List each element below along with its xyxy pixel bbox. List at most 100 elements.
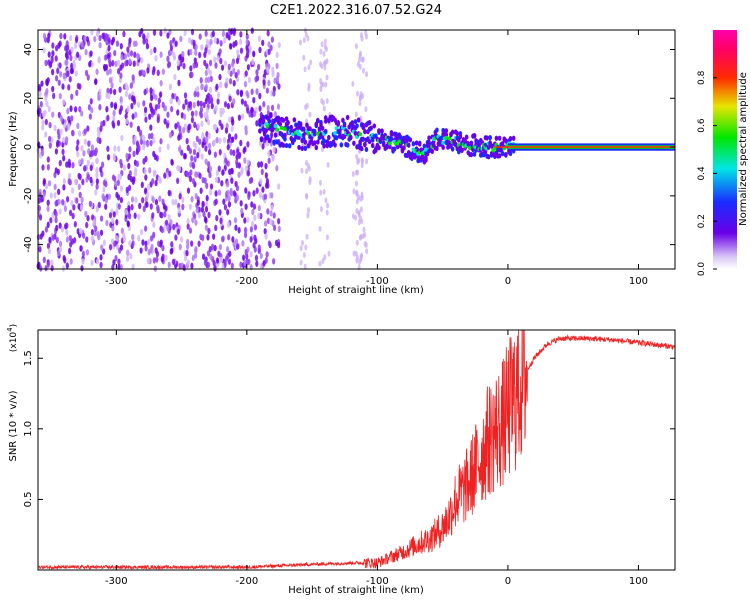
spectrogram-noise-cell bbox=[325, 234, 329, 241]
spectrogram-noise-cell bbox=[270, 192, 274, 199]
spectrogram-noise-cell bbox=[102, 186, 106, 193]
spectrogram-noise-cell bbox=[161, 253, 165, 260]
spectrogram-noise-cell bbox=[90, 106, 94, 114]
spectrogram-noise-cell bbox=[244, 70, 248, 77]
spectrogram-noise-cell bbox=[273, 77, 277, 84]
spectrogram-noise-cell bbox=[323, 254, 327, 261]
spectrogram-noise-cell bbox=[188, 37, 192, 44]
spectrogram-ridge-cell bbox=[283, 132, 287, 138]
spectrogram-ridge-cell bbox=[361, 122, 366, 128]
spectrogram-noise-cell bbox=[361, 67, 365, 74]
spectrogram-ridge-cell bbox=[267, 118, 272, 124]
spectrogram-noise-cell bbox=[203, 177, 207, 184]
spectrogram-ridge-cell bbox=[303, 139, 308, 145]
spectrogram-noise-cell bbox=[183, 113, 187, 120]
spectrogram-noise-cell bbox=[168, 83, 173, 91]
spectrogram-noise-cell bbox=[214, 198, 218, 205]
spectrogram-noise-cell bbox=[68, 179, 72, 186]
spectrogram-noise-cell bbox=[319, 61, 323, 68]
spectrogram-noise-cell bbox=[161, 101, 165, 109]
spectrogram-noise-cell bbox=[153, 46, 157, 54]
spectrogram-noise-cell bbox=[176, 177, 180, 185]
spectrogram-noise-cell bbox=[237, 114, 242, 121]
spectrogram-noise-cell bbox=[48, 121, 52, 129]
spectrogram-noise-cell bbox=[110, 101, 114, 108]
spectrogram-noise-cell bbox=[181, 196, 185, 204]
spectrogram-noise-cell bbox=[327, 250, 331, 257]
spectrogram-noise-cell bbox=[156, 116, 160, 124]
spectrogram-noise-cell bbox=[104, 180, 108, 188]
spectrogram-ridge-cell bbox=[336, 121, 341, 127]
spectrogram-noise-cell bbox=[148, 113, 152, 120]
spectrogram-noise-cell bbox=[355, 90, 359, 97]
spectrogram-noise-cell bbox=[251, 208, 255, 216]
spectrogram-noise-cell bbox=[255, 260, 259, 267]
spectrogram-noise-cell bbox=[134, 167, 138, 174]
spectrogram-noise-cell bbox=[201, 201, 205, 208]
spectrogram-ridge-cell bbox=[323, 128, 328, 135]
spectrogram-noise-cell bbox=[298, 39, 302, 46]
spectrogram-noise-cell bbox=[60, 226, 65, 233]
spectrogram-noise-cell bbox=[180, 55, 185, 63]
spectrogram-noise-cell bbox=[61, 83, 65, 90]
spectrogram-noise-cell bbox=[355, 239, 359, 246]
spectrogram-noise-cell bbox=[116, 179, 120, 187]
spectrogram-noise-cell bbox=[361, 56, 365, 63]
spectrogram-noise-cell bbox=[82, 232, 86, 239]
snr-x-tick-label: -100 bbox=[366, 576, 389, 587]
spectrogram-noise-cell bbox=[101, 193, 105, 200]
spectrogram-noise-cell bbox=[128, 240, 132, 247]
spectrogram-noise-cell bbox=[126, 46, 130, 53]
spectrogram-noise-cell bbox=[113, 145, 117, 152]
spectrogram-noise-cell bbox=[207, 227, 211, 235]
spectrogram-noise-cell bbox=[85, 249, 90, 256]
spectrogram-noise-cell bbox=[192, 148, 197, 156]
spectrogram-noise-cell bbox=[142, 100, 146, 107]
spectrogram-noise-cell bbox=[50, 259, 54, 267]
spectrogram-ridge-cell bbox=[333, 142, 337, 148]
spectrogram-noise-cell bbox=[192, 140, 196, 148]
spectrogram-noise-cell bbox=[47, 105, 51, 113]
spectrogram-noise-cell bbox=[178, 243, 182, 251]
spectrogram-noise-cell bbox=[92, 149, 96, 156]
spectrogram-noise-cell bbox=[54, 211, 58, 218]
spectrogram-noise-cell bbox=[198, 33, 202, 40]
spectrogram-ridge-cell bbox=[399, 143, 403, 149]
spectrogram-noise-cell bbox=[112, 115, 116, 122]
spectrogram-noise-cell bbox=[48, 142, 52, 149]
spectrogram-y-ticks: -40 -20 0 20 40 bbox=[23, 43, 675, 253]
spectrogram-noise-cell bbox=[58, 159, 62, 167]
snr-multiplier: (x104) bbox=[6, 324, 19, 352]
spectrogram-noise-cell bbox=[40, 196, 44, 203]
spectrogram-noise-cell bbox=[130, 102, 134, 110]
spectrogram-ridge-cell bbox=[325, 143, 330, 149]
spectrogram-noise-cell bbox=[194, 171, 198, 178]
spectrogram-noise-cell bbox=[171, 258, 176, 266]
spectrogram-noise-cell bbox=[193, 90, 197, 98]
spectrogram-noise-cell bbox=[259, 178, 263, 185]
spectrogram-noise-cell bbox=[214, 190, 218, 197]
spectrogram-noise-cell bbox=[213, 151, 218, 158]
spectrogram-ridge-cell bbox=[477, 142, 482, 148]
spectrogram-ridge-cell bbox=[435, 127, 439, 133]
spectrogram-noise-cell bbox=[74, 178, 78, 185]
spectrogram-noise-cell bbox=[49, 192, 53, 199]
spectrogram-ridge-cell bbox=[289, 124, 294, 130]
spectrogram-noise-cell bbox=[46, 156, 50, 163]
spectrogram-noise-cell bbox=[68, 209, 73, 217]
spectrogram-noise-cell bbox=[159, 51, 163, 58]
spectrogram-noise-cell bbox=[69, 54, 73, 62]
spectrogram-noise-cell bbox=[95, 157, 99, 164]
spectrogram-noise-cell bbox=[359, 91, 363, 98]
spectrogram-noise-cell bbox=[78, 130, 82, 137]
spectrogram-noise-cell bbox=[177, 207, 181, 214]
spectrogram-noise-cell bbox=[240, 207, 244, 215]
spectrogram-noise-cell bbox=[159, 80, 163, 87]
spectrogram-noise-cell bbox=[218, 48, 222, 55]
spectrogram-noise-cell bbox=[186, 187, 191, 194]
spectrogram-noise-cell bbox=[257, 35, 262, 42]
spectrogram-ridge-cell bbox=[348, 135, 353, 141]
spectrogram-ridge-cell bbox=[392, 146, 397, 152]
spectrogram-noise-cell bbox=[143, 168, 147, 175]
spectrogram-noise-cell bbox=[217, 165, 221, 172]
